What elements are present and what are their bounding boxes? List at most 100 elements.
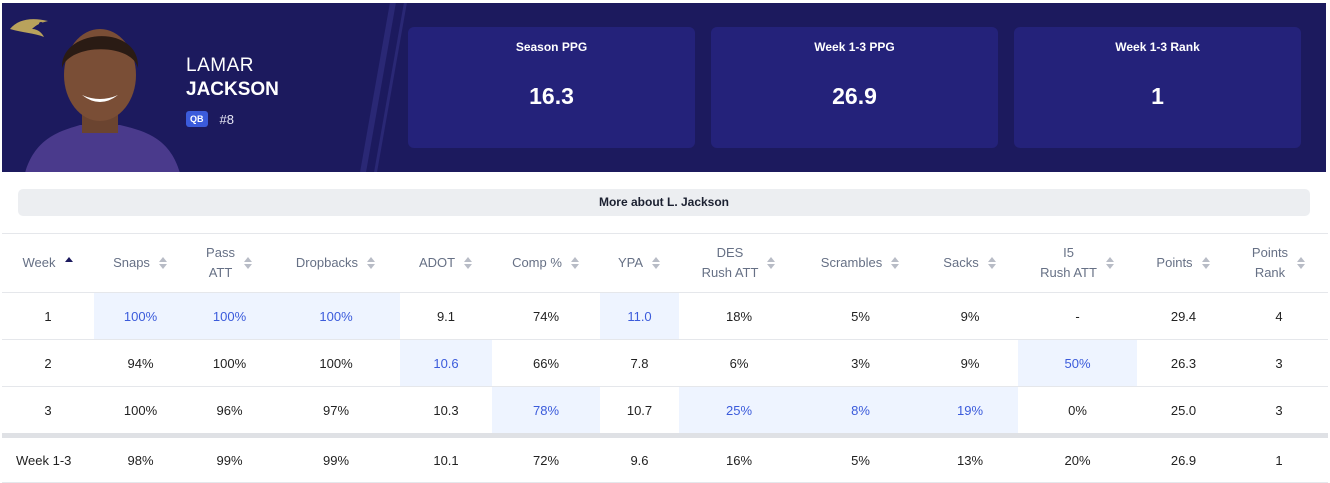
column-header[interactable]: Dropbacks bbox=[272, 233, 400, 293]
data-row: 1 100% 100% 100% 9.1 74% 11.0 18% 5% 9% -29.4 4 bbox=[2, 292, 1328, 340]
sort-icon[interactable] bbox=[987, 256, 997, 270]
player-name: LAMAR JACKSON bbox=[186, 55, 279, 101]
summary-cell: 72% bbox=[492, 433, 600, 483]
header-line: Pass bbox=[206, 245, 235, 260]
header-text: Snaps bbox=[113, 253, 150, 273]
sort-icon[interactable] bbox=[766, 256, 776, 270]
card-value: 16.3 bbox=[529, 83, 574, 109]
card-label: Week 1-3 Rank bbox=[1115, 40, 1200, 54]
sort-icon[interactable] bbox=[1296, 256, 1306, 270]
column-header[interactable]: I5 Rush ATT bbox=[1018, 233, 1137, 293]
header-text: ADOT bbox=[419, 253, 455, 273]
header-inner: Snaps bbox=[94, 253, 187, 273]
summary-cell: 1 bbox=[1230, 433, 1328, 483]
column-header[interactable]: YPA bbox=[600, 233, 679, 293]
column-header[interactable]: Snaps bbox=[94, 233, 187, 293]
table-cell: 11.0 bbox=[600, 292, 679, 340]
sort-icon[interactable] bbox=[158, 256, 168, 270]
column-header[interactable]: ADOT bbox=[400, 233, 492, 293]
team-logo bbox=[10, 19, 48, 37]
table-cell: 3 bbox=[1230, 339, 1328, 387]
table-cell: 10.7 bbox=[600, 386, 679, 436]
sort-icon[interactable] bbox=[651, 256, 661, 270]
summary-cell: 20% bbox=[1018, 433, 1137, 483]
column-header[interactable]: Sacks bbox=[922, 233, 1018, 293]
header-inner: YPA bbox=[600, 253, 679, 273]
table-cell: 50% bbox=[1018, 339, 1137, 387]
jersey-number: #8 bbox=[219, 111, 234, 127]
card-value: 26.9 bbox=[832, 83, 877, 109]
data-row: 3 100% 96% 97% 10.3 78% 10.7 25% 8% 19% 0% 25.0 3 bbox=[2, 386, 1328, 436]
table-cell: 9% bbox=[922, 339, 1018, 387]
table-cell: 74% bbox=[492, 292, 600, 340]
stat-card: Week 1-3 Rank 1 bbox=[1014, 27, 1301, 148]
column-header[interactable]: DES Rush ATT bbox=[679, 233, 799, 293]
header-text: Dropbacks bbox=[296, 253, 358, 273]
table-cell: 2 bbox=[2, 339, 94, 387]
summary-cell: 26.9 bbox=[1137, 433, 1230, 483]
header-line: Rush ATT bbox=[701, 265, 759, 280]
header-text: Week bbox=[23, 253, 56, 273]
table-cell: 100% bbox=[272, 292, 400, 340]
table-cell: 8% bbox=[799, 386, 922, 436]
table-cell: 78% bbox=[492, 386, 600, 436]
table-foot: Week 1-3 98% 99% 99% 10.1 72% 9.6 16% 5% 13% 20% 26… bbox=[2, 433, 1328, 483]
summary-cell: Week 1-3 bbox=[2, 433, 94, 483]
header-line: Rank bbox=[1254, 265, 1286, 280]
header-line: ATT bbox=[208, 265, 233, 280]
sort-icon[interactable] bbox=[64, 256, 74, 270]
sort-icon[interactable] bbox=[890, 256, 900, 270]
position-badge: QB bbox=[186, 111, 208, 127]
sort-icon[interactable] bbox=[1201, 256, 1211, 270]
header-line: Rush ATT bbox=[1040, 265, 1097, 280]
header-line: DES bbox=[716, 245, 744, 260]
table-cell: 6% bbox=[679, 339, 799, 387]
header-line: Week bbox=[22, 255, 56, 270]
player-meta: QB #8 bbox=[186, 111, 234, 127]
table-cell: 9.1 bbox=[400, 292, 492, 340]
header-text: Comp % bbox=[512, 253, 562, 273]
table-body: 1 100% 100% 100% 9.1 74% 11.0 18% 5% 9% -29.4 4 2 94%… bbox=[2, 292, 1328, 436]
sort-icon[interactable] bbox=[463, 256, 473, 270]
sort-icon[interactable] bbox=[366, 256, 376, 270]
table-cell: 3 bbox=[1230, 386, 1328, 436]
table-cell: 100% bbox=[94, 292, 187, 340]
summary-cell: 16% bbox=[679, 433, 799, 483]
table-cell: 10.3 bbox=[400, 386, 492, 436]
column-header[interactable]: Points Rank bbox=[1230, 233, 1328, 293]
summary-cell: 98% bbox=[94, 433, 187, 483]
header-inner: I5 Rush ATT bbox=[1018, 243, 1137, 283]
header-inner: Scrambles bbox=[799, 253, 922, 273]
card-value: 1 bbox=[1151, 83, 1164, 109]
header-line: Points bbox=[1251, 245, 1289, 260]
column-header[interactable]: Comp % bbox=[492, 233, 600, 293]
column-header[interactable]: Scrambles bbox=[799, 233, 922, 293]
header-row: Week Snaps Pass ATT Dropbacks ADOT Comp % YPA DE… bbox=[2, 233, 1328, 293]
sort-icon[interactable] bbox=[243, 256, 253, 270]
table-cell: - bbox=[1018, 292, 1137, 340]
sort-icon[interactable] bbox=[570, 256, 580, 270]
table-head: Week Snaps Pass ATT Dropbacks ADOT Comp % YPA DE… bbox=[2, 233, 1328, 293]
table-cell: 66% bbox=[492, 339, 600, 387]
table-cell: 19% bbox=[922, 386, 1018, 436]
table-cell: 3 bbox=[2, 386, 94, 436]
header-text: YPA bbox=[618, 253, 643, 273]
more-button[interactable]: More about L. Jackson bbox=[18, 189, 1310, 216]
sort-icon[interactable] bbox=[1105, 256, 1115, 270]
header-inner: ADOT bbox=[400, 253, 492, 273]
header-text: DES Rush ATT bbox=[702, 243, 759, 283]
summary-cell: 5% bbox=[799, 433, 922, 483]
data-row: 2 94% 100% 100% 10.6 66% 7.8 6% 3% 9% 50% 26.3 3 bbox=[2, 339, 1328, 387]
header-inner: Points bbox=[1137, 253, 1230, 273]
column-header[interactable]: Week bbox=[2, 233, 94, 293]
header-line: Sacks bbox=[943, 255, 979, 270]
header-inner: Points Rank bbox=[1230, 243, 1328, 283]
table-cell: 29.4 bbox=[1137, 292, 1230, 340]
table-cell: 10.6 bbox=[400, 339, 492, 387]
header-text: Pass ATT bbox=[206, 243, 235, 283]
header-line: YPA bbox=[617, 255, 644, 270]
column-header[interactable]: Pass ATT bbox=[187, 233, 272, 293]
column-header[interactable]: Points bbox=[1137, 233, 1230, 293]
